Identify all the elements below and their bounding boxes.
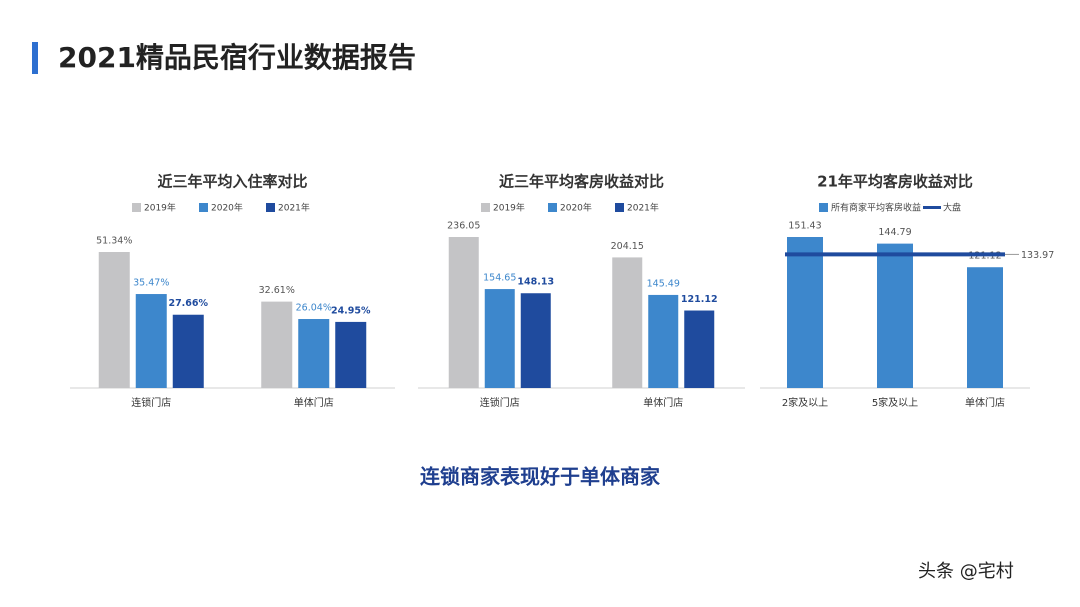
data-label: 24.95% [331, 305, 371, 316]
x-tick-label: 连锁门店 [480, 396, 520, 409]
legend-label: 2020年 [560, 202, 592, 214]
bar [261, 301, 293, 388]
bar [448, 237, 479, 388]
legend-label: 2021年 [278, 202, 310, 214]
chart-title: 近三年平均客房收益对比 [499, 173, 664, 191]
conclusion: 连锁商家表现好于单体商家 [420, 465, 661, 489]
bar [967, 267, 1003, 388]
x-tick-label: 单体门店 [643, 396, 683, 409]
x-tick-label: 2家及以上 [782, 396, 828, 409]
page-title: 2021精品民宿行业数据报告 [58, 41, 416, 74]
bar [135, 294, 167, 388]
legend-label: 大盘 [943, 202, 961, 214]
x-tick-label: 单体门店 [294, 396, 334, 409]
legend-swatch [481, 203, 490, 212]
bar [520, 293, 551, 388]
legend-label: 2019年 [144, 202, 176, 214]
bar [172, 314, 204, 388]
data-label: 204.15 [611, 241, 644, 252]
bar [684, 310, 715, 388]
legend-label: 2021年 [627, 202, 659, 214]
bar [787, 237, 823, 388]
data-label: 151.43 [788, 221, 821, 232]
bar [877, 243, 913, 388]
bar [484, 289, 515, 388]
x-tick-label: 5家及以上 [872, 396, 918, 409]
data-label: 144.79 [878, 227, 911, 238]
legend-swatch [819, 203, 828, 212]
reference-label: 133.97 [1021, 250, 1054, 261]
footer: 头条 @宅村 [918, 561, 1014, 582]
chart-title: 近三年平均入住率对比 [157, 173, 307, 191]
legend-swatch [266, 203, 275, 212]
legend-swatch [132, 203, 141, 212]
bar [612, 257, 643, 388]
legend-swatch [923, 206, 941, 209]
legend-label: 2019年 [493, 202, 525, 214]
legend-swatch [548, 203, 557, 212]
data-label: 27.66% [168, 298, 208, 309]
data-label: 236.05 [447, 221, 480, 232]
data-label: 26.04% [296, 303, 332, 314]
title-accent [32, 42, 38, 74]
x-tick-label: 单体门店 [965, 396, 1005, 409]
data-label: 51.34% [96, 236, 132, 247]
data-label: 35.47% [133, 278, 169, 289]
data-label: 121.12 [681, 294, 718, 305]
data-label: 145.49 [647, 278, 680, 289]
legend-label: 2020年 [211, 202, 243, 214]
data-label: 154.65 [483, 273, 516, 284]
x-tick-label: 连锁门店 [131, 396, 171, 409]
chart-title: 21年平均客房收益对比 [817, 173, 973, 191]
bar [335, 321, 367, 388]
legend-swatch [199, 203, 208, 212]
legend-label: 所有商家平均客房收益 [831, 202, 921, 214]
bar [98, 252, 130, 388]
bar [298, 319, 330, 388]
data-label: 32.61% [259, 285, 295, 296]
bar [648, 294, 679, 388]
data-label: 148.13 [517, 277, 554, 288]
legend-swatch [615, 203, 624, 212]
